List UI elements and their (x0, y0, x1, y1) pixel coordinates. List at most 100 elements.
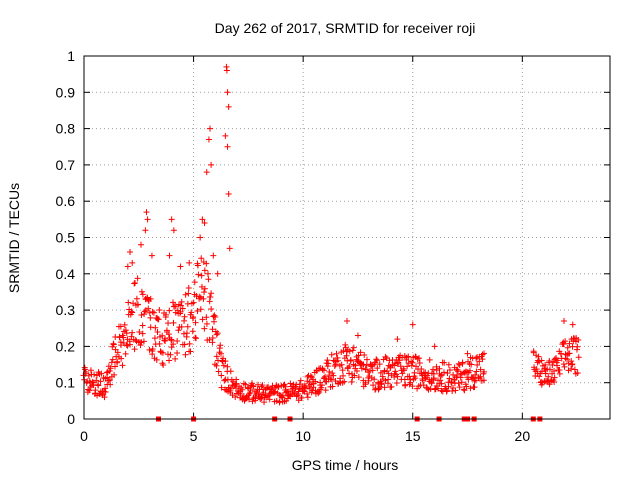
data-point (456, 361, 463, 368)
data-point (298, 394, 305, 401)
data-point (122, 327, 129, 334)
data-point (185, 284, 192, 291)
data-point (340, 347, 347, 354)
data-point (397, 363, 404, 370)
data-point (139, 330, 146, 337)
data-point (318, 382, 325, 389)
data-point (165, 331, 172, 338)
data-point (477, 366, 484, 373)
data-point (556, 367, 563, 374)
y-tick-label: 0.7 (56, 157, 76, 173)
data-point (426, 356, 433, 363)
data-point (445, 361, 452, 368)
data-point (538, 357, 545, 364)
data-point (406, 373, 413, 380)
data-point (443, 388, 450, 395)
data-point (182, 291, 189, 298)
data-point (562, 351, 569, 358)
data-point (431, 386, 438, 393)
data-point (154, 314, 161, 321)
data-point (467, 385, 474, 392)
data-point (153, 356, 160, 363)
data-point (365, 377, 372, 384)
data-point (172, 355, 179, 362)
data-point (190, 299, 197, 306)
data-point (159, 332, 166, 339)
data-point (139, 291, 146, 298)
data-point (346, 348, 353, 355)
data-point (446, 367, 453, 374)
data-point (377, 369, 384, 376)
data-point (450, 371, 457, 378)
data-point (261, 399, 268, 406)
data-point (204, 270, 211, 277)
data-point (222, 358, 229, 365)
data-point (428, 380, 435, 387)
data-point (566, 350, 573, 357)
x-tick-label: 20 (515, 428, 531, 444)
data-point (127, 341, 134, 348)
data-point (352, 362, 359, 369)
data-point (212, 314, 219, 321)
data-point (213, 362, 220, 369)
data-point (400, 365, 407, 372)
y-tick-label: 0.2 (56, 338, 76, 354)
data-point (197, 306, 204, 313)
data-point (120, 334, 127, 341)
data-point (225, 103, 232, 110)
data-point (141, 308, 148, 315)
data-point (227, 368, 234, 375)
data-point (310, 384, 317, 391)
data-point (209, 335, 216, 342)
data-point (273, 397, 280, 404)
data-point (560, 317, 567, 324)
data-point (166, 307, 173, 314)
data-point (223, 67, 230, 74)
data-point (170, 319, 177, 326)
data-point (207, 125, 214, 132)
data-point (162, 337, 169, 344)
data-point (378, 380, 385, 387)
data-point (342, 341, 349, 348)
data-point (358, 365, 365, 372)
data-point (177, 263, 184, 270)
data-point (249, 398, 256, 405)
data-point (370, 382, 377, 389)
data-point (436, 365, 443, 372)
data-point (184, 323, 191, 330)
data-point (538, 378, 545, 385)
data-point (388, 383, 395, 390)
data-point (132, 279, 139, 286)
data-point (384, 368, 391, 375)
data-point (144, 216, 151, 223)
y-tick-label: 0.9 (56, 84, 76, 100)
data-point (168, 344, 175, 351)
data-point (250, 383, 257, 390)
data-point (402, 382, 409, 389)
data-point (159, 349, 166, 356)
data-point (463, 383, 470, 390)
data-point (221, 377, 228, 384)
data-point (354, 332, 361, 339)
y-axis-label: SRMTID / TECUs (6, 183, 22, 293)
data-point (405, 353, 412, 360)
data-point (551, 379, 558, 386)
data-point (568, 358, 575, 365)
data-point (328, 351, 335, 358)
data-point (194, 308, 201, 315)
data-point (330, 372, 337, 379)
y-tick-label: 0.6 (56, 193, 76, 209)
data-point (168, 336, 175, 343)
data-point (329, 370, 336, 377)
data-point (275, 383, 282, 390)
data-point (564, 344, 571, 351)
data-point (554, 357, 561, 364)
data-point (168, 216, 175, 223)
data-point (480, 377, 487, 384)
data-point (181, 317, 188, 324)
data-point (258, 395, 265, 402)
data-point (382, 353, 389, 360)
data-point (454, 366, 461, 373)
data-point (460, 386, 467, 393)
data-point (91, 371, 98, 378)
